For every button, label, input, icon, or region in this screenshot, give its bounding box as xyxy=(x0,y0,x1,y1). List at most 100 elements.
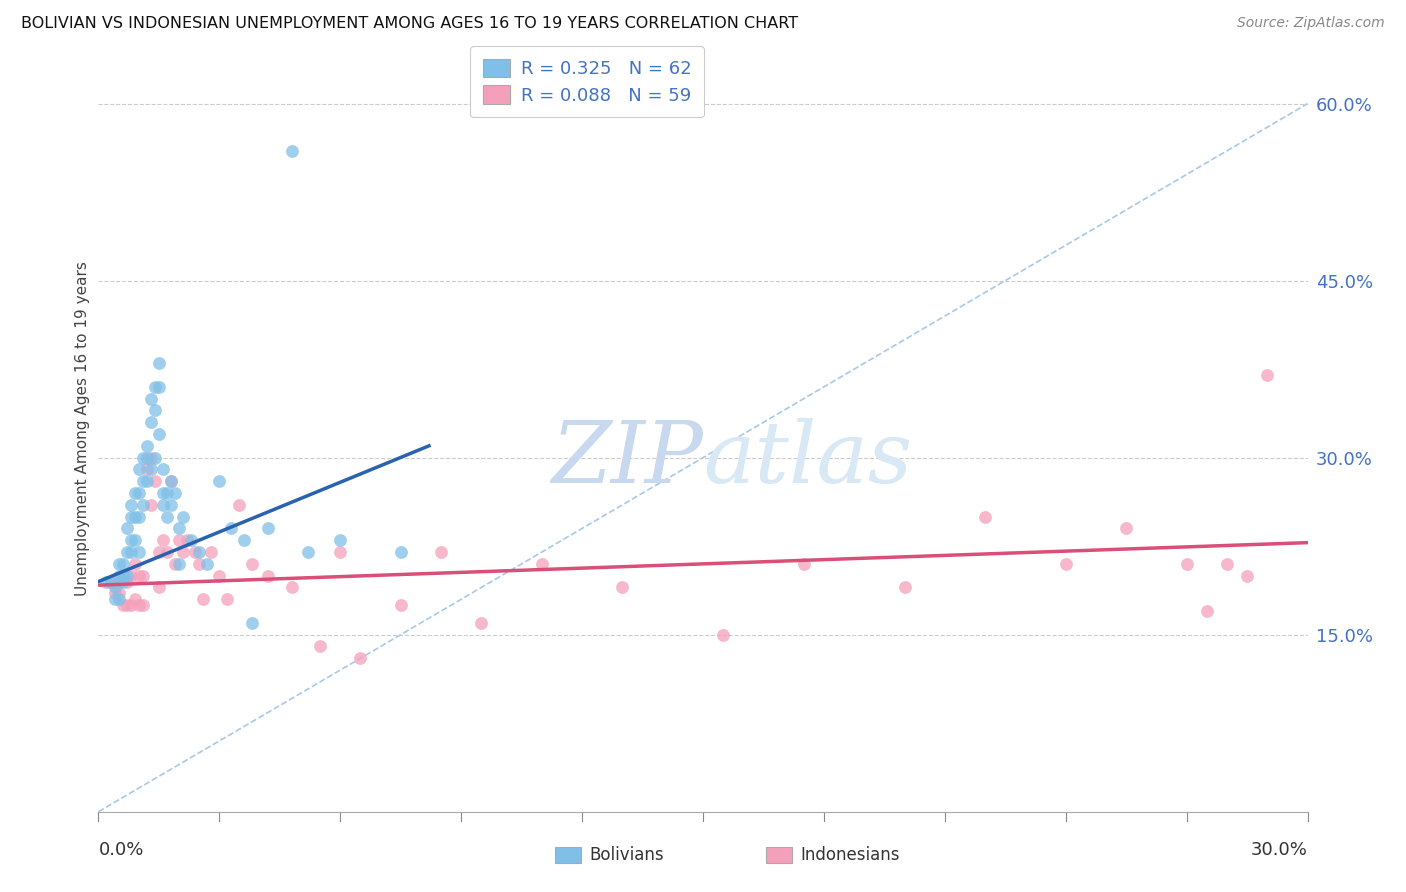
Point xyxy=(148,581,170,595)
Point xyxy=(793,557,815,571)
Point xyxy=(120,498,142,512)
Point xyxy=(152,498,174,512)
Point xyxy=(143,403,166,417)
Text: ZIP: ZIP xyxy=(551,417,703,500)
Point xyxy=(612,581,634,595)
Point xyxy=(176,533,198,548)
Point xyxy=(111,598,134,612)
Point xyxy=(167,533,190,548)
Point xyxy=(139,392,162,406)
Point xyxy=(240,557,263,571)
Text: Bolivians: Bolivians xyxy=(589,847,664,864)
Point xyxy=(156,509,179,524)
Point xyxy=(128,462,150,476)
Point xyxy=(132,450,155,465)
Point xyxy=(711,628,734,642)
Point xyxy=(139,462,162,476)
Point xyxy=(389,545,412,559)
Point xyxy=(281,581,304,595)
Point xyxy=(160,475,183,489)
Point xyxy=(124,509,146,524)
Point xyxy=(195,557,218,571)
Point xyxy=(188,557,211,571)
Point xyxy=(139,450,162,465)
Point xyxy=(160,498,183,512)
Point xyxy=(143,475,166,489)
Point xyxy=(148,356,170,370)
Point xyxy=(156,486,179,500)
Point xyxy=(217,592,239,607)
Point xyxy=(160,475,183,489)
Point xyxy=(184,545,207,559)
Point xyxy=(143,450,166,465)
Point xyxy=(152,486,174,500)
Point xyxy=(103,592,125,607)
Point xyxy=(240,615,263,630)
Point xyxy=(120,598,142,612)
Point xyxy=(128,509,150,524)
Point xyxy=(124,557,146,571)
Point xyxy=(156,545,179,559)
Point xyxy=(297,545,319,559)
Point xyxy=(256,521,278,535)
Point xyxy=(208,568,231,582)
Point xyxy=(115,574,138,589)
Point xyxy=(193,592,215,607)
Point xyxy=(148,380,170,394)
Point xyxy=(135,462,157,476)
Point xyxy=(172,545,194,559)
Point xyxy=(111,557,134,571)
Point xyxy=(124,592,146,607)
Point xyxy=(107,568,129,582)
Point xyxy=(115,568,138,582)
Point xyxy=(139,498,162,512)
Point xyxy=(111,568,134,582)
Point xyxy=(1054,557,1077,571)
Point xyxy=(430,545,453,559)
Point xyxy=(135,450,157,465)
Point xyxy=(172,509,194,524)
Point xyxy=(107,557,129,571)
Point xyxy=(111,574,134,589)
Point xyxy=(1195,604,1218,618)
Point xyxy=(103,581,125,595)
Point xyxy=(329,533,352,548)
Point xyxy=(152,533,174,548)
Text: atlas: atlas xyxy=(703,417,912,500)
Point xyxy=(139,415,162,429)
Point xyxy=(148,545,170,559)
Point xyxy=(180,533,202,548)
Point xyxy=(232,533,254,548)
Point xyxy=(132,498,155,512)
Point xyxy=(107,574,129,589)
Point xyxy=(1256,368,1278,382)
Point xyxy=(470,615,492,630)
Point xyxy=(120,568,142,582)
Point xyxy=(100,574,122,589)
Point xyxy=(135,439,157,453)
Point xyxy=(349,651,371,665)
Point xyxy=(188,545,211,559)
Legend: R = 0.325   N = 62, R = 0.088   N = 59: R = 0.325 N = 62, R = 0.088 N = 59 xyxy=(470,46,704,117)
Point xyxy=(132,598,155,612)
Point xyxy=(115,521,138,535)
Point xyxy=(128,486,150,500)
Point xyxy=(124,486,146,500)
Point xyxy=(128,598,150,612)
Point xyxy=(163,557,186,571)
Text: BOLIVIAN VS INDONESIAN UNEMPLOYMENT AMONG AGES 16 TO 19 YEARS CORRELATION CHART: BOLIVIAN VS INDONESIAN UNEMPLOYMENT AMON… xyxy=(21,16,799,31)
Point xyxy=(148,427,170,442)
Point xyxy=(200,545,222,559)
Point xyxy=(329,545,352,559)
Y-axis label: Unemployment Among Ages 16 to 19 years: Unemployment Among Ages 16 to 19 years xyxy=(75,260,90,596)
Point xyxy=(167,521,190,535)
Point xyxy=(120,545,142,559)
Point xyxy=(167,557,190,571)
Text: Source: ZipAtlas.com: Source: ZipAtlas.com xyxy=(1237,16,1385,30)
Text: Indonesians: Indonesians xyxy=(800,847,900,864)
Point xyxy=(107,586,129,600)
Point xyxy=(120,509,142,524)
Point xyxy=(135,475,157,489)
Point xyxy=(107,592,129,607)
Point xyxy=(96,574,118,589)
